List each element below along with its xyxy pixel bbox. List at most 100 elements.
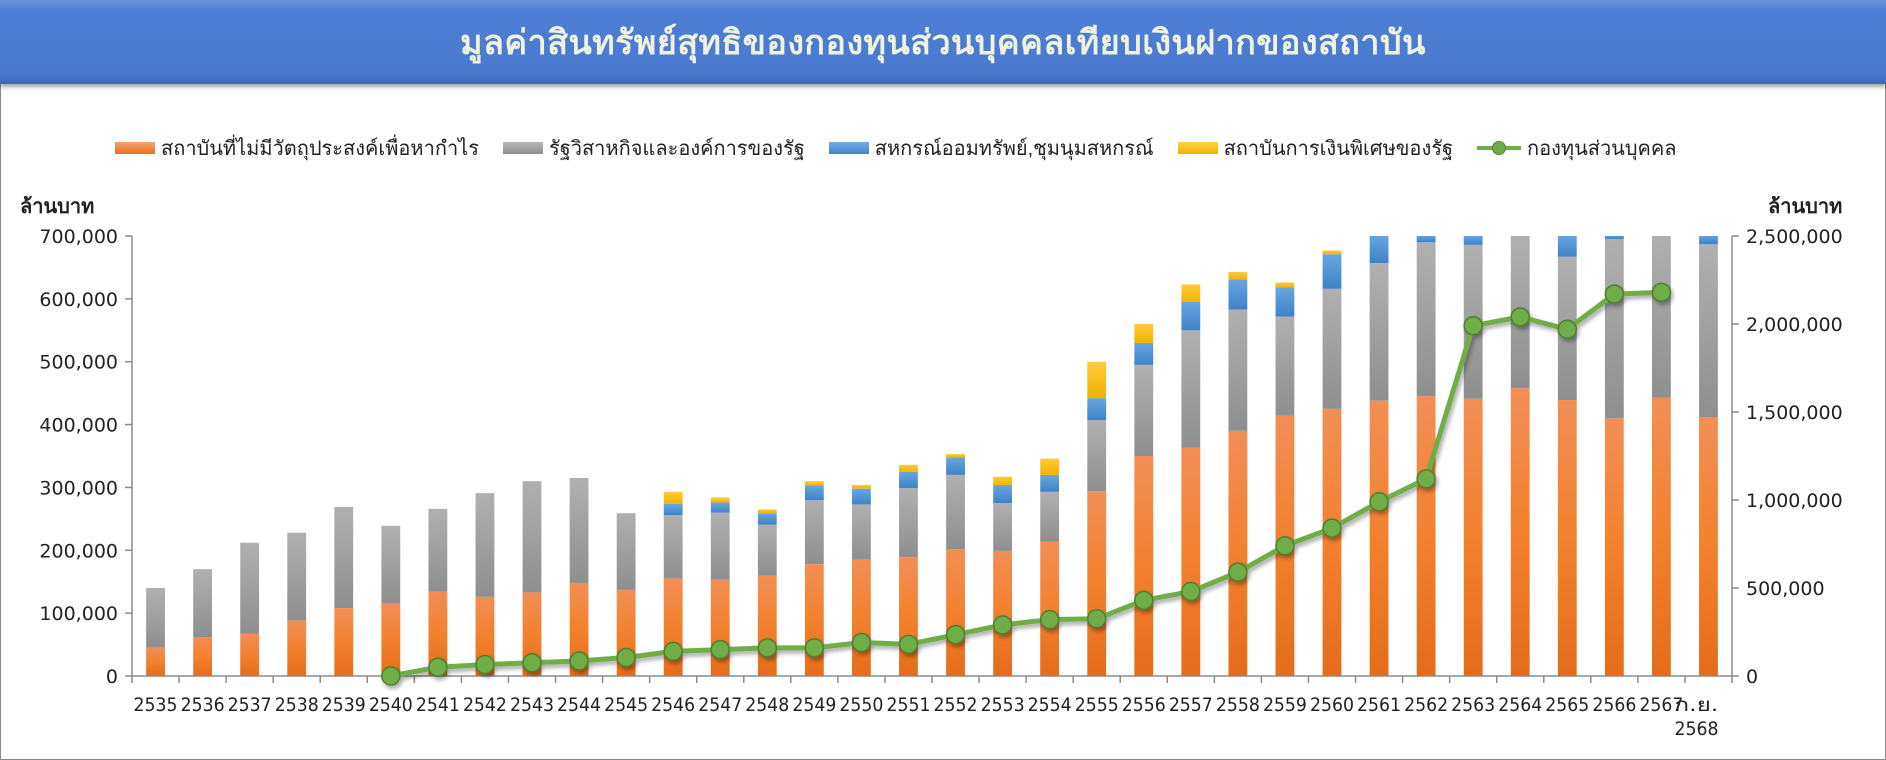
bar-segment[interactable]	[1510, 388, 1530, 676]
line-marker[interactable]	[381, 666, 401, 686]
line-marker[interactable]	[710, 639, 730, 660]
line-marker[interactable]	[1181, 581, 1201, 602]
bar-segment[interactable]	[1087, 420, 1107, 492]
bar-segment[interactable]	[287, 532, 307, 621]
bar-segment[interactable]	[1699, 244, 1718, 418]
bar-segment[interactable]	[804, 485, 824, 500]
bar-segment[interactable]	[899, 488, 918, 558]
bar-segment[interactable]	[475, 493, 495, 597]
bar-segment[interactable]	[852, 488, 871, 505]
bar-segment[interactable]	[569, 478, 589, 583]
bar-segment[interactable]	[804, 500, 824, 565]
line-marker[interactable]	[428, 657, 448, 677]
bar-segment[interactable]	[993, 550, 1012, 676]
bar-segment[interactable]	[757, 509, 777, 514]
bar-segment[interactable]	[522, 481, 542, 593]
line-marker[interactable]	[522, 653, 542, 673]
bar-segment[interactable]	[757, 575, 777, 676]
bar-segment[interactable]	[428, 591, 448, 676]
bar-segment[interactable]	[1134, 324, 1154, 343]
line-marker[interactable]	[1322, 518, 1342, 538]
line-marker[interactable]	[1463, 316, 1483, 336]
bar-segment[interactable]	[757, 513, 777, 525]
bar-segment[interactable]	[1181, 447, 1201, 676]
bar-segment[interactable]	[946, 549, 965, 676]
bar-segment[interactable]	[1087, 491, 1107, 676]
bar-segment[interactable]	[381, 603, 401, 676]
bar-segment[interactable]	[1228, 309, 1248, 431]
line-marker[interactable]	[804, 638, 825, 658]
bar-segment[interactable]	[1557, 400, 1577, 676]
line-marker[interactable]	[945, 624, 966, 645]
bar-segment[interactable]	[1087, 398, 1107, 421]
bar-segment[interactable]	[1322, 408, 1342, 676]
bar-segment[interactable]	[1322, 288, 1342, 409]
bar-segment[interactable]	[993, 503, 1012, 551]
bar-segment[interactable]	[1416, 242, 1436, 397]
bar-segment[interactable]	[1369, 400, 1389, 676]
bar-segment[interactable]	[428, 508, 448, 592]
bar-segment[interactable]	[193, 637, 212, 676]
bar-segment[interactable]	[946, 454, 965, 458]
line-marker[interactable]	[757, 638, 778, 658]
bar-segment[interactable]	[334, 608, 354, 676]
line-marker[interactable]	[1369, 492, 1389, 512]
line-marker[interactable]	[1604, 284, 1625, 304]
bar-segment[interactable]	[240, 542, 260, 634]
bar-segment[interactable]	[852, 504, 871, 560]
bar-segment[interactable]	[1181, 284, 1201, 302]
bar-segment[interactable]	[1699, 235, 1718, 245]
bar-segment[interactable]	[710, 502, 730, 513]
bar-segment[interactable]	[852, 484, 871, 489]
line-marker[interactable]	[475, 654, 495, 675]
bar-segment[interactable]	[1369, 263, 1389, 401]
bar-segment[interactable]	[757, 524, 777, 576]
bar-segment[interactable]	[1040, 541, 1060, 676]
bar-segment[interactable]	[146, 588, 165, 648]
bar-segment[interactable]	[1228, 279, 1248, 310]
bar-segment[interactable]	[663, 578, 683, 676]
bar-segment[interactable]	[1416, 396, 1436, 676]
line-marker[interactable]	[1510, 307, 1530, 327]
legend-item-state-enterprise[interactable]: รัฐวิสาหกิจและองค์การของรัฐ	[502, 132, 805, 164]
line-marker[interactable]	[1275, 536, 1295, 556]
line-marker[interactable]	[569, 651, 589, 671]
line-marker[interactable]	[1557, 319, 1578, 340]
bar-segment[interactable]	[852, 559, 871, 676]
bar-segment[interactable]	[993, 484, 1012, 504]
line-marker[interactable]	[1086, 609, 1107, 629]
line-marker[interactable]	[992, 615, 1013, 635]
bar-segment[interactable]	[1652, 397, 1671, 676]
bar-segment[interactable]	[663, 491, 683, 504]
bar-segment[interactable]	[946, 457, 965, 475]
bar-segment[interactable]	[899, 471, 918, 489]
bar-segment[interactable]	[381, 525, 401, 604]
bar-segment[interactable]	[1369, 235, 1389, 264]
bar-segment[interactable]	[1134, 456, 1154, 676]
bar-segment[interactable]	[1275, 316, 1295, 416]
bar-segment[interactable]	[804, 564, 824, 676]
bar-segment[interactable]	[1181, 302, 1201, 331]
bar-segment[interactable]	[1181, 330, 1201, 448]
bar-segment[interactable]	[1463, 235, 1483, 245]
bar-segment[interactable]	[193, 569, 212, 638]
bar-segment[interactable]	[899, 464, 918, 472]
bar-segment[interactable]	[993, 476, 1012, 485]
bar-segment[interactable]	[1604, 239, 1624, 419]
bar-segment[interactable]	[1275, 282, 1295, 288]
bar-segment[interactable]	[1228, 430, 1248, 676]
bar-segment[interactable]	[1322, 250, 1342, 255]
line-marker[interactable]	[616, 647, 636, 668]
bar-segment[interactable]	[1416, 235, 1436, 243]
bar-segment[interactable]	[663, 515, 683, 579]
bar-segment[interactable]	[663, 503, 683, 516]
bar-segment[interactable]	[1134, 364, 1154, 456]
bar-segment[interactable]	[287, 620, 307, 676]
bar-segment[interactable]	[1604, 234, 1624, 240]
bar-segment[interactable]	[1463, 398, 1483, 676]
bar-segment[interactable]	[1040, 474, 1060, 492]
bar-segment[interactable]	[710, 497, 730, 503]
bar-segment[interactable]	[1040, 458, 1060, 475]
legend-item-nonprofit[interactable]: สถาบันที่ไม่มีวัตถุประสงค์เพื่อหากำไร	[115, 132, 479, 164]
bar-segment[interactable]	[1604, 418, 1624, 676]
